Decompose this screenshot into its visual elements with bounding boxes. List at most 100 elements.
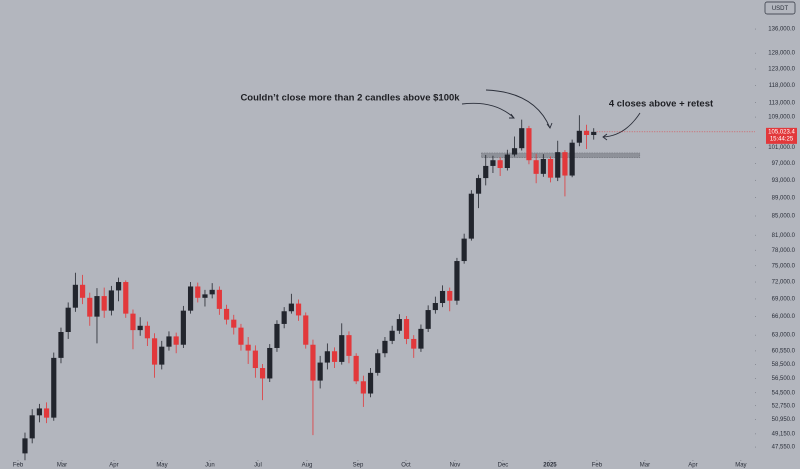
- candle-body: [209, 289, 215, 295]
- candle-body: [389, 330, 395, 341]
- candle-body: [29, 415, 35, 439]
- annotation: 4 closes above + retest: [609, 99, 714, 110]
- candle-body: [331, 351, 338, 362]
- y-tick-label: 63,000.0: [772, 333, 796, 339]
- candle-body: [591, 131, 597, 135]
- candle-body: [540, 158, 546, 174]
- y-tick-label: 58,500.0: [772, 362, 796, 368]
- y-tick-label: 66,000.0: [772, 314, 796, 320]
- candle-body: [281, 311, 287, 324]
- candle-body: [79, 284, 86, 298]
- candle-body: [72, 284, 78, 308]
- x-tick-label: 2025: [543, 463, 557, 469]
- candle-body: [130, 313, 136, 331]
- x-tick-label: Jun: [205, 463, 215, 469]
- arrow: [461, 102, 515, 119]
- candle-body: [303, 315, 309, 345]
- y-tick-label: 47,550.0: [772, 445, 796, 451]
- candle-body: [137, 325, 143, 331]
- y-tick-label: 109,000.0: [768, 115, 795, 121]
- currency-label: USDT: [772, 6, 789, 12]
- candle-body: [562, 152, 568, 176]
- x-tick-label: Sep: [353, 463, 364, 469]
- y-tick-label: 113,000.0: [769, 100, 796, 106]
- candle-body: [295, 303, 302, 316]
- y-tick-label: 75,000.0: [772, 263, 796, 269]
- candle-body: [317, 362, 323, 381]
- y-tick-label: 136,000.0: [768, 27, 795, 33]
- price-tag-label: 105,023.4: [768, 129, 795, 135]
- y-tick-label: 123,000.0: [768, 67, 795, 73]
- candle-body: [461, 238, 467, 262]
- candle-body: [483, 165, 489, 179]
- candle-body: [202, 294, 208, 298]
- candle-body: [504, 154, 510, 169]
- candle-body: [238, 327, 244, 345]
- candle-body: [396, 319, 402, 331]
- y-tick-label: 101,000.0: [768, 145, 795, 151]
- y-tick-label: 56,500.0: [772, 376, 796, 382]
- candle-body: [468, 193, 474, 239]
- candle-body: [454, 261, 460, 301]
- candle-body: [187, 286, 194, 311]
- candle-body: [475, 178, 482, 194]
- candle-body: [339, 335, 345, 362]
- x-tick-label: Aug: [302, 463, 313, 469]
- y-tick-label: 50,950.0: [772, 417, 796, 423]
- arrow: [602, 112, 641, 138]
- candle-body: [115, 282, 122, 291]
- candle-body: [310, 344, 316, 381]
- candle-body: [252, 350, 258, 369]
- candle-body: [547, 158, 554, 178]
- candle-body: [569, 142, 575, 176]
- y-tick-label: 81,000.0: [772, 233, 796, 239]
- candle-body: [274, 323, 280, 348]
- candle-body: [375, 353, 381, 373]
- x-tick-label: Apr: [109, 463, 118, 469]
- y-tick-label: 97,000.0: [772, 161, 796, 167]
- candle-body: [58, 331, 64, 358]
- candle-body: [180, 310, 186, 345]
- candle-body: [94, 296, 100, 317]
- candle-body: [439, 290, 446, 304]
- candle-body: [526, 128, 532, 161]
- y-tick-label: 128,000.0: [768, 51, 795, 57]
- candle-body: [144, 325, 150, 339]
- y-tick-label: 69,000.0: [772, 297, 796, 303]
- candle-body: [353, 355, 359, 382]
- y-tick-label: 89,000.0: [772, 195, 796, 201]
- x-tick-label: May: [156, 463, 167, 469]
- candle-body: [403, 319, 410, 339]
- annotation: Couldn’t close more than 2 candles above…: [240, 93, 460, 104]
- y-tick-label: 52,750.0: [772, 403, 796, 409]
- candle-body: [101, 296, 107, 311]
- candle-body: [43, 408, 50, 418]
- countdown: 15:44:25: [770, 136, 794, 142]
- candle-body: [583, 130, 590, 135]
- candle-body: [555, 152, 561, 178]
- candle-body: [36, 408, 42, 416]
- candle-body: [576, 130, 582, 143]
- x-tick-label: Oct: [401, 463, 411, 469]
- y-tick-label: 78,000.0: [772, 248, 796, 254]
- candle-body: [216, 289, 222, 309]
- candle-body: [259, 368, 266, 379]
- candle-body: [490, 160, 496, 166]
- candle-body: [418, 328, 424, 349]
- y-tick-label: 49,150.0: [772, 431, 796, 437]
- price-tag: [766, 127, 797, 144]
- x-tick-label: May: [735, 463, 746, 469]
- candle-body: [65, 307, 71, 332]
- candle-body: [360, 381, 366, 394]
- y-tick-label: 93,000.0: [772, 178, 796, 184]
- x-tick-label: Mar: [640, 463, 650, 469]
- arrow: [485, 89, 551, 129]
- x-tick-label: Nov: [450, 463, 461, 469]
- candle-body: [223, 308, 230, 320]
- candle-body: [173, 336, 179, 345]
- candle-body: [159, 346, 165, 365]
- x-tick-label: Feb: [13, 463, 24, 469]
- arrow-head: [509, 113, 515, 119]
